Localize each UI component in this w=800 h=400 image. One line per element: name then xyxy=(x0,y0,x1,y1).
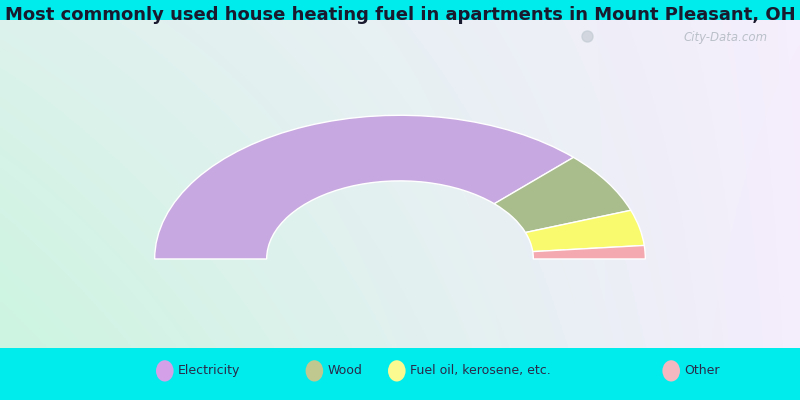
Ellipse shape xyxy=(156,360,174,382)
Wedge shape xyxy=(154,115,574,259)
Ellipse shape xyxy=(306,360,323,382)
Text: Wood: Wood xyxy=(327,364,362,377)
Ellipse shape xyxy=(662,360,680,382)
Ellipse shape xyxy=(388,360,406,382)
Wedge shape xyxy=(526,210,644,252)
Text: Fuel oil, kerosene, etc.: Fuel oil, kerosene, etc. xyxy=(410,364,550,377)
Text: Most commonly used house heating fuel in apartments in Mount Pleasant, OH: Most commonly used house heating fuel in… xyxy=(5,6,795,24)
Text: City-Data.com: City-Data.com xyxy=(684,31,768,44)
Wedge shape xyxy=(494,157,631,232)
Text: Electricity: Electricity xyxy=(178,364,240,377)
Text: Other: Other xyxy=(684,364,719,377)
Wedge shape xyxy=(533,246,646,259)
